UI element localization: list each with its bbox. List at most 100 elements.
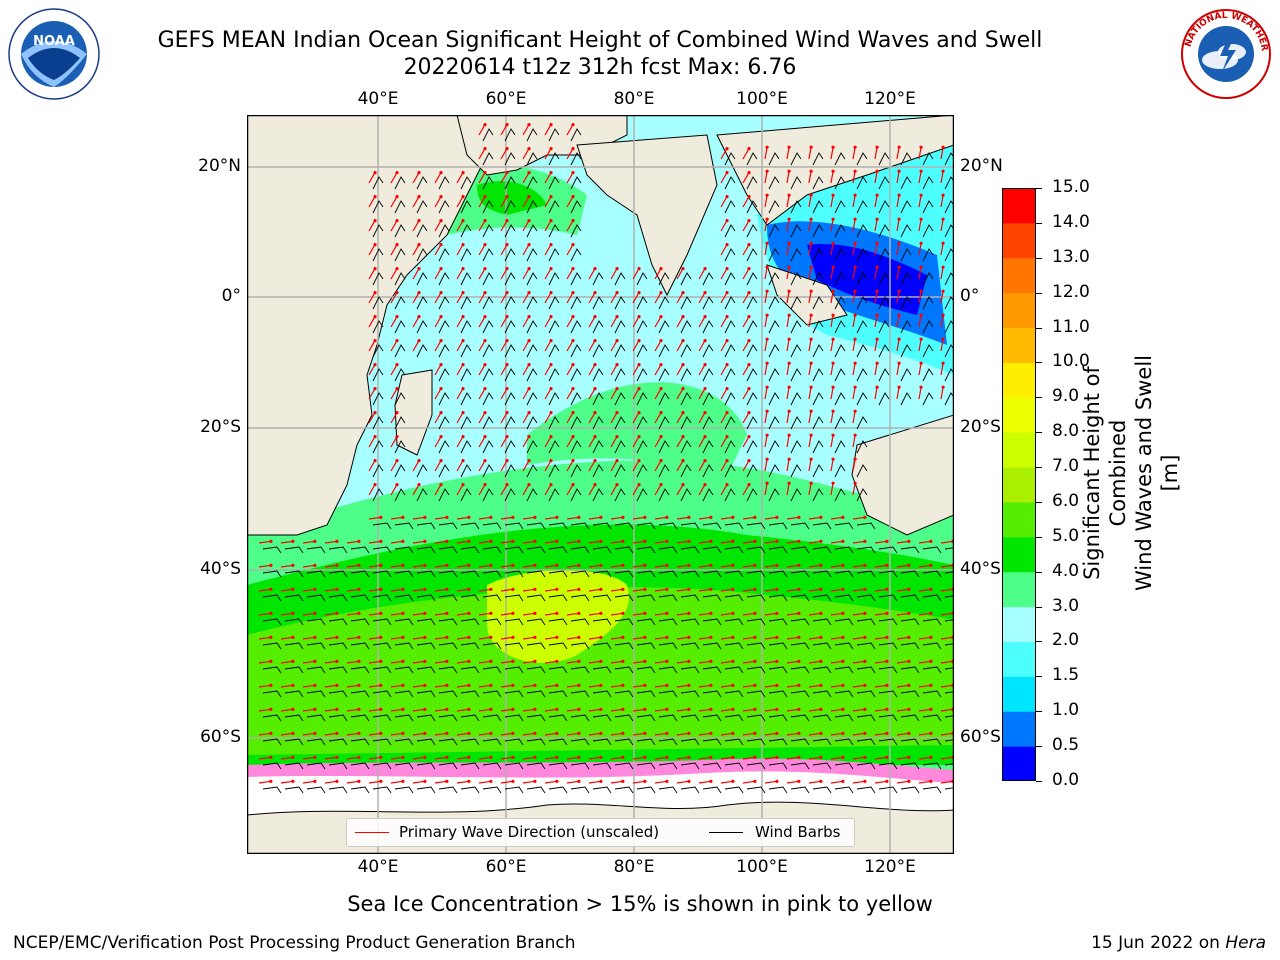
wind-barb <box>416 546 436 554</box>
colorbar-tick: 0.0 <box>1052 770 1080 790</box>
wave-arrow-head <box>423 659 427 663</box>
wind-barb <box>394 248 406 262</box>
wave-arrow-head <box>489 563 493 567</box>
wind-barb <box>570 594 590 602</box>
wave-arrow-head <box>313 563 317 567</box>
wave-direction-arrow <box>852 780 865 784</box>
wave-direction-arrow <box>280 564 293 568</box>
wave-arrow-head <box>593 315 597 319</box>
wave-arrow-head <box>445 563 449 567</box>
wave-direction-arrow <box>874 147 878 160</box>
wind-barb <box>790 176 802 190</box>
wind-barb <box>856 272 868 286</box>
wave-arrow-head <box>527 411 531 415</box>
wind-barb <box>570 248 582 262</box>
wave-direction-arrow <box>456 756 469 760</box>
wind-barb <box>504 570 524 578</box>
wind-barb <box>658 392 670 406</box>
wave-arrow-head <box>439 411 443 415</box>
wave-arrow-head <box>577 515 581 519</box>
wave-arrow-head <box>863 539 867 543</box>
wind-barb <box>526 440 538 454</box>
wave-direction-arrow <box>478 684 491 688</box>
wave-direction-arrow <box>852 243 856 256</box>
wind-barb <box>790 152 802 166</box>
wind-barb <box>702 738 722 746</box>
wave-arrow-head <box>423 587 427 591</box>
wave-direction-arrow <box>654 564 667 568</box>
wind-barb <box>702 416 714 430</box>
wave-arrow-head <box>747 363 751 367</box>
wave-arrow-head <box>853 385 857 389</box>
wave-direction-arrow <box>456 244 464 256</box>
wind-barb <box>416 666 436 674</box>
wave-arrow-head <box>357 539 361 543</box>
wave-arrow-head <box>725 339 729 343</box>
wave-direction-arrow <box>874 195 878 208</box>
wave-arrow-head <box>687 731 691 735</box>
wave-arrow-head <box>885 563 889 567</box>
wind-barb <box>636 738 656 746</box>
wind-barb <box>482 224 494 238</box>
wind-barb <box>460 200 472 214</box>
wind-barb <box>526 488 538 502</box>
wind-barb <box>416 464 428 478</box>
wave-arrow-head <box>841 515 845 519</box>
wind-barb <box>504 464 516 478</box>
wave-arrow-head <box>571 243 575 247</box>
wave-direction-arrow <box>720 316 728 328</box>
wave-direction-arrow <box>412 588 425 592</box>
wave-arrow-head <box>571 483 575 487</box>
wave-direction-arrow <box>698 412 706 424</box>
wind-barb <box>834 224 846 238</box>
colorbar-tick: 10.0 <box>1052 351 1090 372</box>
wave-arrow-head <box>681 267 685 271</box>
wave-direction-arrow <box>500 292 508 304</box>
wave-direction-arrow <box>434 196 442 208</box>
wave-arrow-head <box>615 435 619 439</box>
wave-arrow-head <box>831 481 835 485</box>
wave-direction-arrow <box>676 588 689 592</box>
wave-direction-arrow <box>742 732 755 736</box>
wave-arrow-head <box>731 731 735 735</box>
wind-barb <box>834 176 846 190</box>
wave-direction-arrow <box>742 220 750 232</box>
wave-arrow-head <box>681 291 685 295</box>
wave-arrow-head <box>665 539 669 543</box>
wind-barb <box>878 738 898 746</box>
wave-direction-arrow <box>456 196 464 208</box>
wave-direction-arrow <box>302 588 315 592</box>
colorbar-tick-mark <box>1036 467 1042 469</box>
noaa-text: NOAA <box>33 34 75 49</box>
wind-barb <box>394 392 406 406</box>
wave-direction-arrow <box>808 267 812 280</box>
wave-direction-arrow <box>544 484 552 496</box>
wave-direction-arrow <box>434 612 447 616</box>
wind-barb <box>724 690 744 698</box>
wave-direction-arrow <box>346 636 359 640</box>
wave-arrow-head <box>885 731 889 735</box>
wave-direction-arrow <box>588 484 596 496</box>
wave-arrow-head <box>853 265 857 269</box>
wave-arrow-head <box>809 289 813 293</box>
wave-direction-arrow <box>566 340 574 352</box>
wave-direction-arrow <box>764 732 777 736</box>
wind-barb <box>262 714 282 722</box>
wave-arrow-head <box>907 659 911 663</box>
wind-barb <box>746 690 766 698</box>
wave-arrow-head <box>919 145 923 149</box>
wave-arrow-head <box>765 169 769 173</box>
wave-arrow-head <box>511 611 515 615</box>
wave-direction-arrow <box>368 268 376 280</box>
wind-barb <box>306 666 326 674</box>
wave-direction-arrow <box>434 268 442 280</box>
wave-arrow-head <box>439 339 443 343</box>
wave-direction-arrow <box>786 147 790 160</box>
wave-direction-arrow <box>896 171 900 184</box>
wave-arrow-head <box>941 337 945 341</box>
wind-barb <box>614 690 634 698</box>
wave-arrow-head <box>775 779 779 783</box>
wave-direction-arrow <box>632 484 640 496</box>
wind-barb <box>658 618 678 626</box>
wave-arrow-head <box>313 707 317 711</box>
